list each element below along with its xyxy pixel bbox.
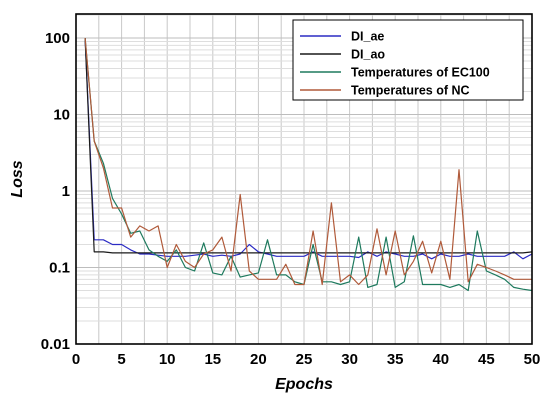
- x-tick-label: 30: [341, 351, 358, 368]
- series-line-temperatures-of-nc: [84, 37, 532, 286]
- plot-frame: [75, 13, 533, 345]
- x-tick-label: 5: [117, 351, 125, 368]
- y-tick-label: 100: [45, 30, 70, 47]
- y-tick-label: 10: [53, 107, 70, 124]
- x-axis-title: Epochs: [275, 376, 333, 393]
- legend: DI_ae DI_ao Temperatures of EC100 Temperatu…: [292, 19, 524, 101]
- y-tick-label: 0.01: [41, 336, 70, 353]
- legend-items: DI_ae DI_ao Temperatures of EC100 Temperatu…: [300, 30, 490, 98]
- x-tick-label: 15: [204, 351, 221, 368]
- x-tick-label: 40: [432, 351, 449, 368]
- x-tick-label: 0: [72, 351, 80, 368]
- y-axis-title: Loss: [9, 160, 26, 197]
- y-tick-labels: 100 10 1 0.1 0.01: [41, 30, 70, 353]
- x-tick-label: 20: [250, 351, 267, 368]
- series-layer: [84, 37, 533, 292]
- y-tick-label: 1: [62, 183, 70, 200]
- x-tick-label: 25: [296, 351, 313, 368]
- legend-label: Temperatures of NC: [351, 84, 470, 98]
- series-line-di-ae: [84, 37, 533, 260]
- y-tick-label: 0.1: [49, 260, 70, 277]
- series-line-temperatures-of-ec100: [84, 37, 533, 292]
- legend-label: Temperatures of EC100: [351, 66, 490, 80]
- x-tick-label: 35: [387, 351, 404, 368]
- x-tick-labels: 0 5 10 15 20 25 30 35 40 45 50: [72, 351, 541, 368]
- series-line-di-ao: [84, 37, 533, 254]
- x-tick-label: 10: [159, 351, 176, 368]
- legend-label: DI_ae: [351, 30, 384, 44]
- legend-box: [292, 19, 524, 101]
- legend-label: DI_ao: [351, 48, 385, 62]
- x-tick-label: 45: [478, 351, 495, 368]
- x-tick-label: 50: [524, 351, 541, 368]
